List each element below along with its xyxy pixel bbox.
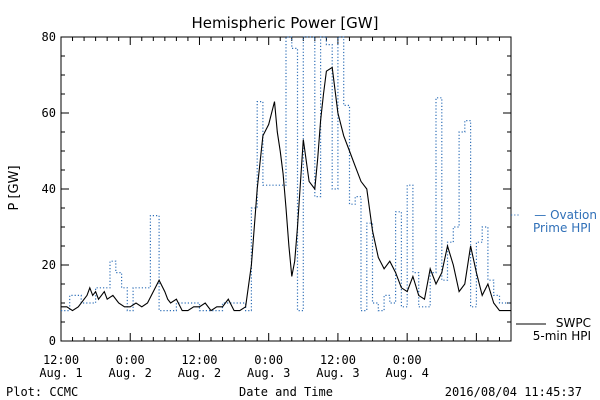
y-tick-label: 60 xyxy=(42,106,56,120)
x-tick-date: Aug. 4 xyxy=(385,366,428,380)
legend-ovation-line1: — Ovation xyxy=(534,208,597,222)
x-tick-date: Aug. 2 xyxy=(178,366,221,380)
x-tick-time: 0:00 xyxy=(254,353,283,367)
legend-swpc-line1: SWPC xyxy=(556,316,591,330)
footer-timestamp: 2016/08/04 11:45:37 xyxy=(445,385,582,399)
legend-swpc: SWPC 5-min HPI xyxy=(516,316,591,343)
x-tick-time: 12:00 xyxy=(181,353,217,367)
legend-ovation: — Ovation Prime HPI xyxy=(533,208,597,235)
y-tick-label: 0 xyxy=(49,334,56,348)
chart-title: Hemispheric Power [GW] xyxy=(192,14,379,32)
series-line-swpc xyxy=(61,66,511,312)
series-line-ovation xyxy=(61,36,511,312)
series-layer xyxy=(61,36,511,312)
y-tick-label: 40 xyxy=(42,182,56,196)
y-tick-label: 20 xyxy=(42,258,56,272)
x-axis-label: Date and Time xyxy=(239,385,333,399)
y-axis-label: P [GW] xyxy=(7,165,22,210)
x-tick-time: 0:00 xyxy=(116,353,145,367)
x-tick-time: 0:00 xyxy=(393,353,422,367)
x-tick-date: Aug. 2 xyxy=(109,366,152,380)
x-tick-time: 12:00 xyxy=(43,353,79,367)
legend-ovation-line2: Prime HPI xyxy=(533,221,591,235)
footer-credit: Plot: CCMC xyxy=(6,385,78,399)
x-tick-date: Aug. 3 xyxy=(247,366,290,380)
x-tick-date: Aug. 3 xyxy=(316,366,359,380)
y-tick-label: 80 xyxy=(42,30,56,44)
x-tick-time: 12:00 xyxy=(320,353,356,367)
legend-swpc-line2: 5-min HPI xyxy=(533,329,591,343)
x-tick-date: Aug. 1 xyxy=(39,366,82,380)
